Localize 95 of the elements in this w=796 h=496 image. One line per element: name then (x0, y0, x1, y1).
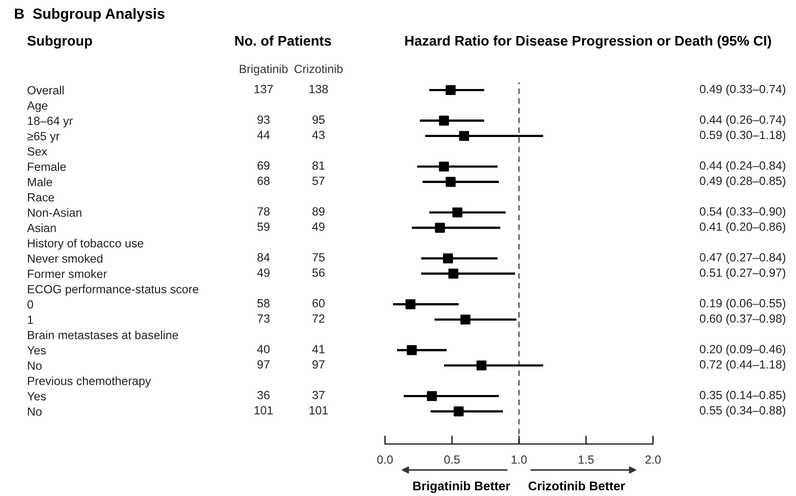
data-label: 78 (258, 207, 270, 216)
point (405, 299, 416, 310)
data-label: 0.55 (0.34–0.88) (700, 406, 786, 417)
x-tick-label: Brigatinib (240, 64, 288, 76)
y-tick-label: Former smoker (28, 269, 107, 278)
point (446, 85, 456, 96)
data-label: 95 (312, 115, 325, 124)
text: Brigatinib Better (413, 481, 510, 493)
data-label: 49 (257, 268, 270, 277)
y-tick-label: Sex (28, 147, 48, 156)
point (454, 406, 464, 416)
data-label: 0.41 (0.20–0.86) (700, 222, 786, 234)
y-axis-title: Subgroup (27, 35, 92, 49)
data-label: 69 (258, 161, 270, 170)
y-tick-label: Brain metastases at baseline (28, 330, 178, 340)
y-tick-label: Age (27, 102, 48, 112)
data-label: 89 (312, 207, 325, 216)
data-label: 0.44 (0.24–0.84) (700, 161, 786, 172)
y-tick-label: 1 (28, 316, 33, 324)
data-label: 0.54 (0.33–0.90) (700, 206, 786, 218)
data-label: 36 (257, 390, 270, 400)
y-tick-label: No (28, 362, 42, 370)
point (476, 360, 486, 370)
data-label: 41 (312, 345, 324, 354)
y-tick-label: Race (28, 193, 54, 202)
y-tick-label: History of tobacco use (28, 238, 144, 250)
text: Crizotinib Better (528, 481, 626, 490)
data-label: 60 (312, 299, 325, 308)
x-tick-label: 1.5 (578, 456, 594, 464)
data-label: 0.20 (0.09–0.46) (700, 344, 786, 356)
data-label: 137 (254, 84, 273, 94)
data-label: 0.19 (0.06–0.55) (700, 298, 786, 310)
y-tick-label: No (28, 408, 42, 416)
y-tick-label: Yes (27, 392, 46, 400)
data-label: 84 (257, 253, 270, 262)
point (448, 268, 458, 279)
data-label: 97 (257, 360, 270, 369)
point (426, 391, 437, 402)
y-tick-label: Overall (28, 86, 64, 94)
data-label: 101 (254, 406, 273, 415)
data-label: 0.51 (0.27–0.97) (700, 268, 786, 280)
x-tick-label: Crizotinib (294, 64, 343, 74)
data-label: 0.47 (0.27–0.84) (700, 252, 786, 264)
data-label: 0.44 (0.26–0.74) (700, 115, 786, 126)
point (438, 116, 449, 126)
x-tick-label: 0.0 (377, 455, 393, 464)
point (459, 130, 470, 141)
data-label: 73 (258, 314, 270, 323)
data-label: 0.72 (0.44–1.18) (700, 360, 786, 371)
x-tick-label: 0.5 (444, 455, 460, 464)
chart-subtitle: No. of Patients (235, 36, 332, 46)
y-tick-label: Non-Asian (28, 208, 82, 217)
data-label: 138 (310, 84, 328, 94)
data-label: 59 (257, 222, 270, 231)
x-tick-label: 2.0 (645, 455, 661, 464)
point (460, 314, 470, 325)
point (438, 162, 449, 172)
data-label: 0.60 (0.37–0.98) (700, 314, 786, 326)
y-tick-label: 18–64 yr (28, 116, 73, 128)
y-tick-label: 0 (27, 300, 34, 309)
data-label: 75 (312, 253, 325, 262)
x-tick-label: 1.0 (512, 455, 527, 464)
data-label: 72 (312, 314, 324, 323)
data-label: 58 (257, 299, 270, 308)
point (452, 207, 462, 218)
data-label: 68 (258, 176, 270, 186)
data-label: 37 (312, 390, 324, 400)
data-label: 97 (312, 360, 324, 369)
chart-title: Hazard Ratio for Disease Progression or Death (95% CI) (405, 35, 772, 49)
y-tick-label: ≥65 yr (27, 132, 60, 143)
data-label: 43 (312, 130, 325, 140)
y-tick-label: Never smoked (28, 254, 102, 263)
data-label: 101 (310, 406, 328, 415)
data-label: 44 (257, 130, 270, 140)
point (406, 345, 417, 356)
data-label: 57 (312, 176, 324, 186)
y-tick-label: Previous chemotherapy (28, 376, 151, 388)
y-tick-label: Asian (27, 223, 56, 232)
data-label: 56 (312, 268, 325, 277)
point (443, 253, 453, 264)
point (434, 222, 445, 233)
y-tick-label: ECOG performance-status score (28, 284, 198, 296)
y-tick-label: Male (28, 178, 52, 186)
text: B Subgroup Analysis (14, 8, 164, 22)
data-label: 0.59 (0.30–1.18) (700, 130, 786, 142)
y-tick-label: Yes (27, 346, 46, 355)
data-label: 0.49 (0.28–0.85) (700, 176, 786, 188)
data-label: 49 (312, 222, 325, 231)
data-label: 81 (312, 161, 324, 170)
data-label: 0.35 (0.14–0.85) (700, 390, 786, 402)
y-tick-label: Female (28, 162, 66, 171)
data-label: 40 (257, 344, 270, 354)
point (446, 176, 456, 187)
data-label: 93 (257, 115, 270, 124)
data-label: 0.49 (0.33–0.74) (700, 84, 786, 96)
